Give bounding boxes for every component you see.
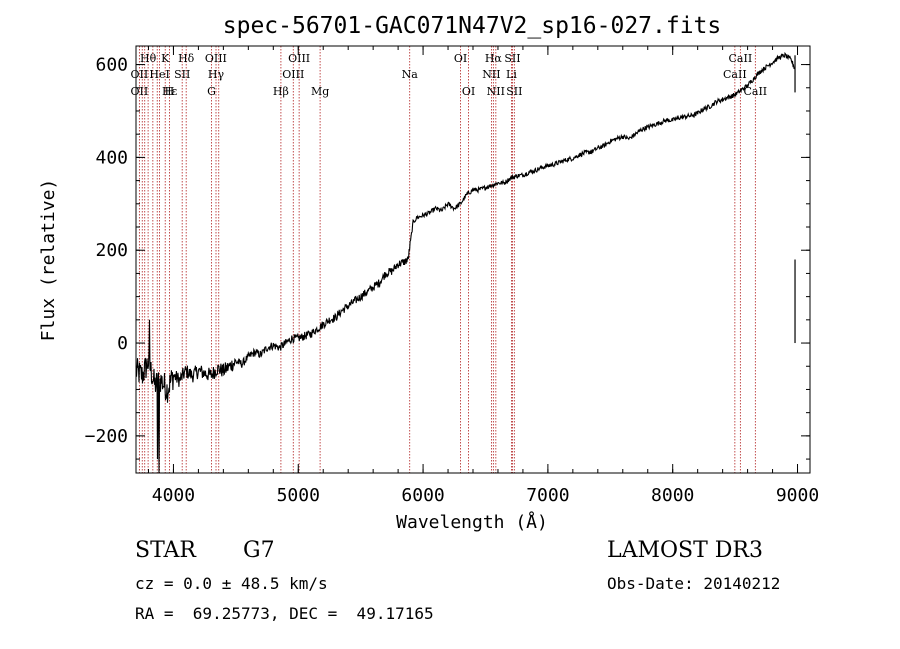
line-label: Hε [162,85,178,98]
x-tick-label: 8000 [651,485,694,506]
line-label: CaII [743,85,767,98]
redshift-cz: cz = 0.0 ± 48.5 km/s [135,574,328,593]
y-tick-label: 0 [117,333,128,354]
object-subclass: G7 [243,538,275,563]
line-label: NII [487,85,505,98]
line-label: Mg [311,85,329,98]
chart-title: spec-56701-GAC071N47V2_sp16-027.fits [223,13,722,39]
x-axis-label: Wavelength (Å) [396,511,548,533]
line-label: Hα [485,52,503,65]
object-class: STAR [135,538,196,563]
x-tick-label: 6000 [401,485,444,506]
line-label: OII [131,85,149,98]
y-tick-label: −200 [85,426,128,447]
x-tick-label: 9000 [776,485,819,506]
survey-name: LAMOST DR3 [607,538,763,563]
line-label: Li [506,68,517,81]
y-axis-label: Flux (relative) [38,179,59,342]
line-label: SII [174,68,190,81]
line-label: K [161,52,170,65]
line-label: OIII [282,68,304,81]
line-label: G [207,85,216,98]
line-label: Hγ [208,68,225,81]
line-label: CaII [723,68,747,81]
line-label: SII [506,85,522,98]
line-label: OI [454,52,467,65]
spectrum-line [135,51,796,474]
line-label: Hθ [140,52,157,65]
y-tick-label: 200 [95,240,128,261]
line-label: HeI [149,68,169,81]
line-label: NII [482,68,500,81]
line-label: H [165,85,175,98]
line-label: Hδ [178,52,195,65]
line-label: SII [504,52,520,65]
line-label: OII [131,68,149,81]
line-label: CaII [729,52,753,65]
coordinates: RA = 69.25773, DEC = 49.17165 [135,604,434,623]
y-tick-label: 400 [95,147,128,168]
x-tick-label: 7000 [526,485,569,506]
line-label: Na [402,68,419,81]
line-label: OIII [288,52,310,65]
y-tick-label: 600 [95,55,128,76]
plot-frame [135,45,811,474]
x-tick-label: 4000 [152,485,195,506]
line-label: OIII [205,52,227,65]
line-label: OI [462,85,475,98]
line-label: Hβ [273,85,289,98]
x-tick-label: 5000 [277,485,320,506]
observation-date: Obs-Date: 20140212 [607,574,781,593]
